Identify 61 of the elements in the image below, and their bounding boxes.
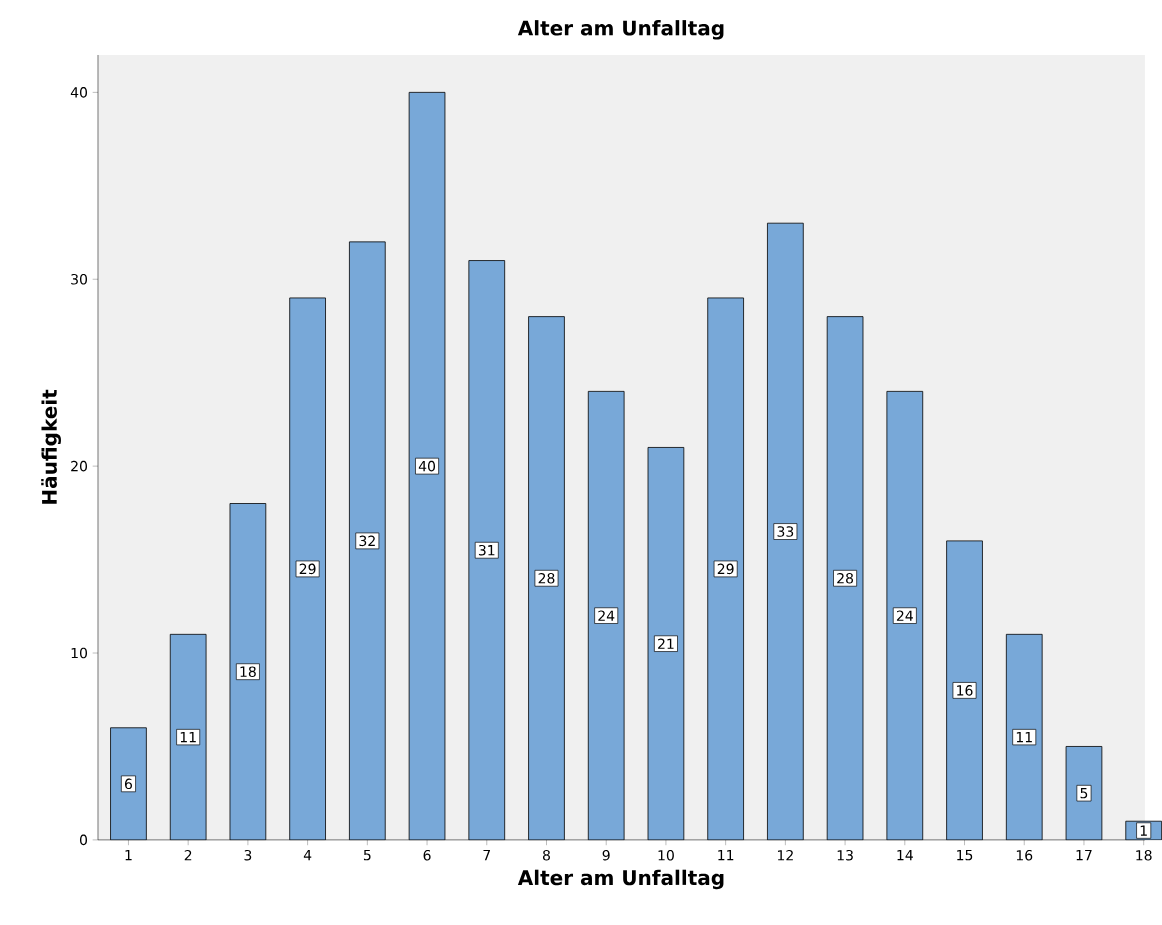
data-label: 28 xyxy=(837,573,854,584)
bar xyxy=(587,391,625,841)
data-label: 5 xyxy=(1080,788,1088,799)
bar xyxy=(408,92,446,841)
data-label: 24 xyxy=(598,610,615,621)
bar xyxy=(826,316,864,841)
x-tick-label: 10 xyxy=(658,849,674,861)
bar xyxy=(289,297,326,841)
x-tick-label: 4 xyxy=(303,849,312,861)
x-tick-label: 11 xyxy=(718,849,734,861)
x-tick-label: 15 xyxy=(957,849,973,861)
bar xyxy=(1065,746,1103,841)
x-tick-label: 5 xyxy=(363,849,371,861)
x-tick-label: 7 xyxy=(483,849,491,861)
x-tick-label: 2 xyxy=(184,849,192,861)
x-tick-label: 13 xyxy=(837,849,853,861)
y-axis-title: Häufigkeit xyxy=(41,389,61,504)
y-tick-label: 0 xyxy=(79,834,88,846)
data-label: 40 xyxy=(418,460,436,472)
x-tick-label: 1 xyxy=(125,849,132,861)
bar xyxy=(886,391,924,841)
x-tick-label: 18 xyxy=(1136,849,1152,861)
x-tick-label: 12 xyxy=(777,849,793,861)
x-tick-label: 8 xyxy=(542,849,550,861)
data-label: 11 xyxy=(1016,732,1032,743)
bar xyxy=(349,241,386,841)
bar xyxy=(229,503,267,841)
y-tick-label: 40 xyxy=(70,87,88,98)
x-tick-label: 17 xyxy=(1076,849,1092,861)
data-label: 32 xyxy=(359,535,375,547)
bar xyxy=(946,540,983,841)
bar xyxy=(707,297,744,841)
data-label: 16 xyxy=(957,685,973,696)
data-label: 21 xyxy=(658,638,674,649)
data-label: 24 xyxy=(896,610,913,621)
chart-title: Alter am Unfalltag xyxy=(517,20,724,40)
bar xyxy=(528,316,565,841)
y-tick-label: 10 xyxy=(71,647,88,659)
data-label: 11 xyxy=(180,732,196,743)
data-label: 1 xyxy=(1140,825,1147,836)
x-tick-label: 3 xyxy=(244,849,252,861)
data-label: 18 xyxy=(240,666,256,678)
bar xyxy=(767,222,804,841)
data-label: 33 xyxy=(777,526,794,537)
x-tick-label: 6 xyxy=(423,849,431,861)
y-tick-label: 30 xyxy=(71,274,88,285)
y-tick-label: 20 xyxy=(71,460,88,472)
x-tick-label: 16 xyxy=(1016,849,1033,861)
bar xyxy=(1005,633,1043,841)
bar xyxy=(647,447,685,841)
data-label: 28 xyxy=(538,573,555,584)
data-label: 6 xyxy=(124,778,133,790)
data-label: 31 xyxy=(478,544,495,556)
bar xyxy=(468,260,506,841)
data-label: 29 xyxy=(717,563,734,575)
x-axis-title: Alter am Unfalltag xyxy=(517,869,724,890)
x-tick-label: 9 xyxy=(602,849,610,861)
data-label: 29 xyxy=(299,563,316,575)
bar xyxy=(169,633,207,841)
x-tick-label: 14 xyxy=(897,849,913,861)
bar xyxy=(110,727,147,841)
